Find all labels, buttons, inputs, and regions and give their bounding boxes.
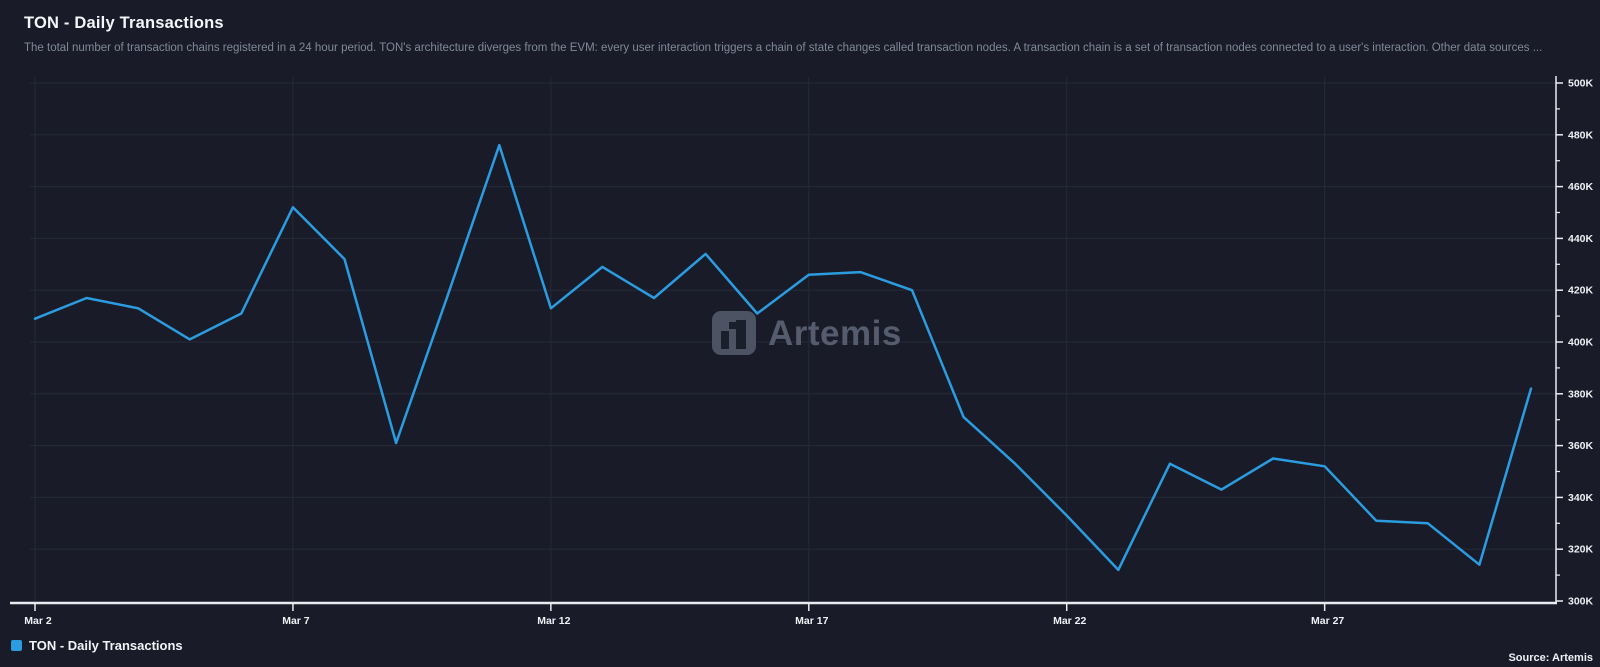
y-tick-label: 400K <box>1568 337 1594 349</box>
artemis-logo-glyph <box>729 322 736 329</box>
legend-item-ton-daily-transactions[interactable]: TON - Daily Transactions <box>11 639 183 652</box>
y-tick-label: 360K <box>1568 440 1594 452</box>
page-subtitle: The total number of transaction chains r… <box>24 42 1543 54</box>
y-tick-label: 380K <box>1568 388 1594 400</box>
y-tick-label: 420K <box>1568 285 1594 297</box>
x-tick-label: Mar 12 <box>537 615 570 627</box>
y-tick-label: 300K <box>1568 596 1594 608</box>
legend-item-label: TON - Daily Transactions <box>29 638 183 653</box>
chart-header: TON - Daily Transactions The total numbe… <box>24 14 1580 54</box>
y-tick-label: 500K <box>1568 78 1594 90</box>
page-title: TON - Daily Transactions <box>24 14 224 32</box>
y-tick-label: 320K <box>1568 544 1594 556</box>
legend: TON - Daily Transactions <box>11 639 183 652</box>
artemis-logo-icon <box>712 311 756 355</box>
x-tick-label: Mar 27 <box>1311 615 1344 627</box>
x-tick-label: Mar 7 <box>282 615 310 627</box>
artemis-watermark-text: Artemis <box>768 314 902 353</box>
y-tick-label: 340K <box>1568 492 1594 504</box>
y-tick-label: 460K <box>1568 181 1594 193</box>
ton-daily-transactions-line[interactable] <box>33 143 1533 572</box>
x-tick-label: Mar 17 <box>795 615 828 627</box>
x-tick-label: Mar 22 <box>1053 615 1086 627</box>
source-label: Source: Artemis <box>1508 652 1593 664</box>
artemis-logo-glyph <box>721 331 729 349</box>
y-tick-label: 440K <box>1568 233 1594 245</box>
x-tick-label: Mar 2 <box>24 615 52 627</box>
legend-swatch <box>11 640 22 651</box>
y-tick-label: 480K <box>1568 129 1594 141</box>
artemis-logo-glyph <box>736 320 746 349</box>
